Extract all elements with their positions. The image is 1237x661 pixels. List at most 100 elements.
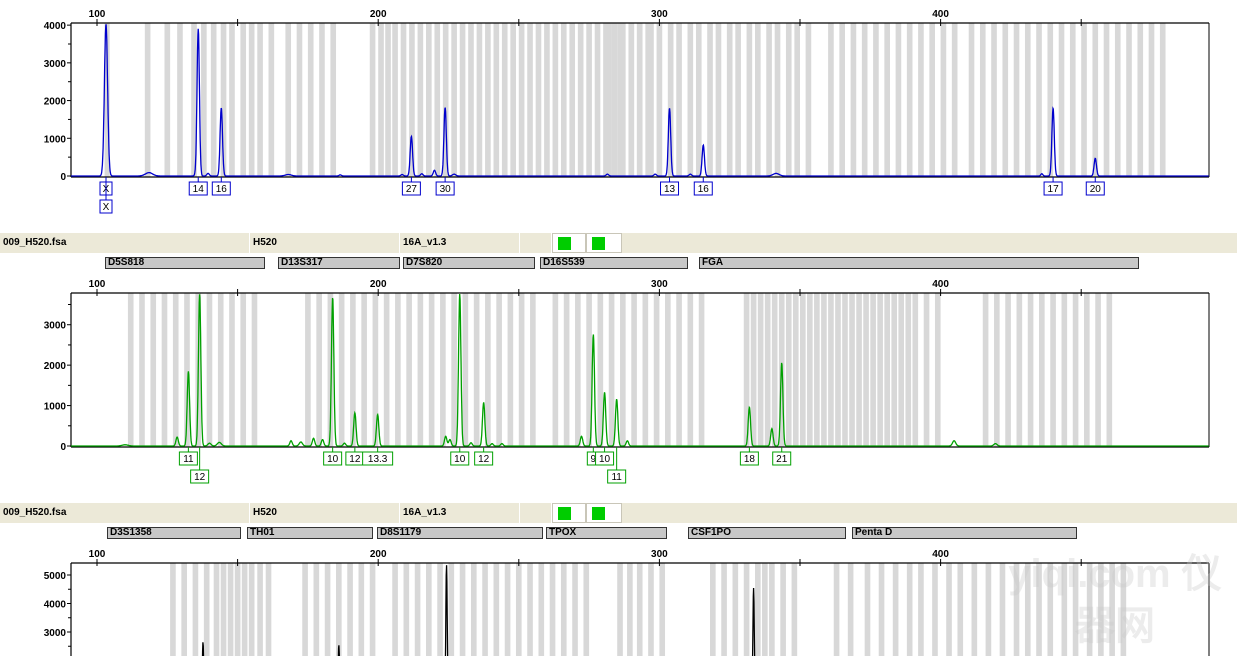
y-tick-label: 3000 [44,628,67,639]
file-name: 009_H520.fsa [0,503,250,523]
sample-info-bar: 009_H520.fsa H520 16A_v1.3 [0,503,1237,523]
allele-label[interactable]: 13 [660,177,680,196]
x-tick-label: 300 [651,549,668,560]
y-tick-label: 3000 [44,321,67,332]
svg-text:21: 21 [776,454,788,465]
svg-text:27: 27 [406,184,418,195]
allele-label[interactable]: 16 [693,177,713,196]
x-tick-label: 200 [370,549,387,560]
allele-label[interactable]: 12 [474,447,494,466]
svg-text:13.3: 13.3 [368,454,388,465]
y-tick-label: 1000 [44,134,67,145]
allele-bins [170,563,1127,661]
allele-label[interactable]: 14 [188,177,208,196]
allele-label[interactable]: 11 [178,447,198,466]
dye-toggle-2[interactable] [586,503,622,523]
allele-label[interactable]: 18 [739,447,759,466]
svg-text:9: 9 [591,454,597,465]
allele-label[interactable]: 12 [345,447,365,466]
y-tick-label: 1000 [44,402,67,413]
y-tick-label: 0 [60,172,66,183]
allele-label[interactable]: 30 [435,177,455,196]
marker-penta-d[interactable]: Penta D [852,527,1077,539]
x-tick-label: 100 [89,279,106,290]
y-tick-label: 4000 [44,600,67,611]
allele-label[interactable]: 20 [1085,177,1105,196]
svg-text:10: 10 [454,454,466,465]
svg-text:12: 12 [478,454,490,465]
plot-blue[interactable]: 10020030040001000200030004000XX141627301… [0,0,1237,225]
x-tick-label: 300 [651,279,668,290]
svg-text:18: 18 [744,454,756,465]
electropherogram-panel-blue: 10020030040001000200030004000XX141627301… [0,0,1237,225]
green-dye-indicator-icon [558,237,571,250]
y-tick-label: 0 [60,442,66,453]
trace-blue [71,24,1209,177]
marker-csf1po[interactable]: CSF1PO [688,527,846,539]
marker-d13s317[interactable]: D13S317 [278,257,400,269]
x-tick-label: 100 [89,9,106,20]
x-tick-label: 400 [932,9,949,20]
allele-label[interactable]: 10 [323,447,343,466]
x-tick-label: 300 [651,9,668,20]
marker-d16s539[interactable]: D16S539 [540,257,688,269]
svg-text:12: 12 [194,472,206,483]
allele-label[interactable]: X [99,177,113,214]
svg-text:16: 16 [216,184,228,195]
allele-bins [104,23,1166,177]
svg-text:X: X [103,202,110,213]
svg-text:10: 10 [327,454,339,465]
allele-bins [127,293,1113,447]
file-name: 009_H520.fsa [0,233,250,253]
dye-toggle-1[interactable] [552,233,586,253]
sample-name: H520 [250,503,400,523]
electropherogram-panel-black: 100 200 300 400 3000 4000 5000 [0,540,1237,661]
y-tick-label: 2000 [44,97,67,108]
x-tick-label: 100 [89,549,106,560]
green-dye-indicator-icon [558,507,571,520]
allele-label[interactable]: 17 [1043,177,1063,196]
allele-label[interactable]: 27 [401,177,421,196]
y-tick-label: 2000 [44,361,67,372]
green-dye-indicator-icon [592,507,605,520]
svg-text:11: 11 [183,454,194,465]
svg-text:10: 10 [599,454,611,465]
sample-name: H520 [250,233,400,253]
dye-toggle-2[interactable] [586,233,622,253]
green-dye-indicator-icon [592,237,605,250]
marker-fga[interactable]: FGA [699,257,1139,269]
allele-label[interactable]: 13.3 [362,447,394,466]
x-tick-label: 200 [370,9,387,20]
marker-tpox[interactable]: TPOX [546,527,667,539]
allele-label[interactable]: 10 [450,447,470,466]
allele-label[interactable]: 11 [607,447,627,484]
svg-text:30: 30 [440,184,452,195]
sample-info-bar: 009_H520.fsa H520 16A_v1.3 [0,233,1237,253]
y-tick-label: 3000 [44,59,67,70]
plot-black[interactable]: 100 200 300 400 3000 4000 5000 [0,540,1237,661]
allele-label[interactable]: 10 [595,447,615,466]
svg-text:13: 13 [664,184,676,195]
marker-d7s820[interactable]: D7S820 [403,257,535,269]
dye-toggle-1[interactable] [552,503,586,523]
allele-label[interactable]: 21 [772,447,792,466]
marker-d3s1358[interactable]: D3S1358 [107,527,241,539]
marker-th01[interactable]: TH01 [247,527,373,539]
marker-d8s1179[interactable]: D8S1179 [377,527,543,539]
svg-text:12: 12 [349,454,361,465]
trace-green [71,293,1209,447]
panel-name: 16A_v1.3 [400,233,520,253]
panel-name: 16A_v1.3 [400,503,520,523]
x-tick-label: 400 [932,549,949,560]
svg-text:11: 11 [611,472,622,483]
svg-text:17: 17 [1048,184,1060,195]
x-tick-label: 200 [370,279,387,290]
allele-label[interactable]: 12 [190,447,210,484]
allele-label[interactable]: 16 [211,177,231,196]
svg-text:20: 20 [1090,184,1102,195]
svg-text:16: 16 [698,184,710,195]
marker-d5s818[interactable]: D5S818 [105,257,265,269]
svg-text:14: 14 [193,184,205,195]
y-tick-label: 4000 [44,21,67,32]
